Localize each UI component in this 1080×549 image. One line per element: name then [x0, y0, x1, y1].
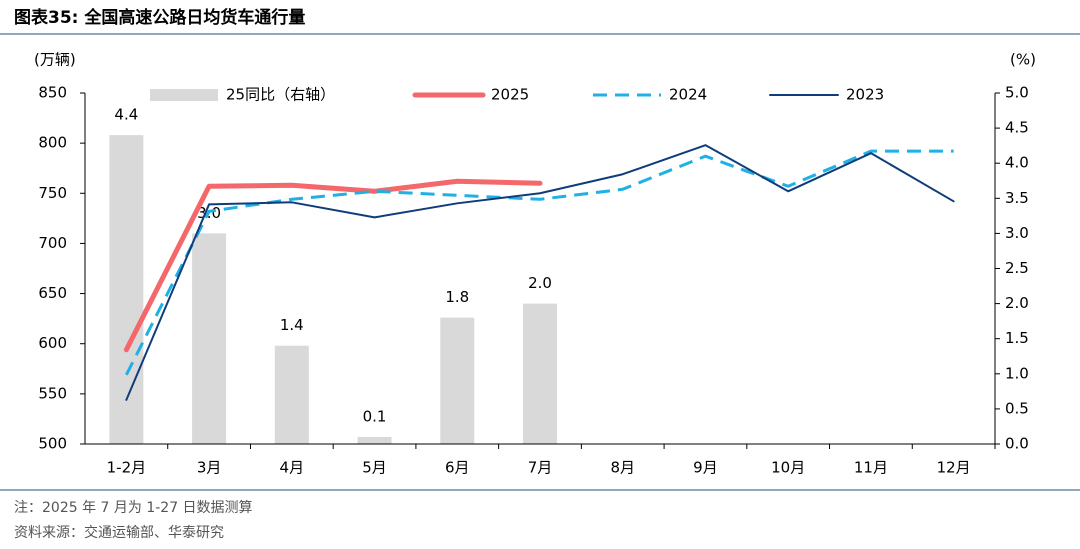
y-tick-label: 600 [38, 334, 67, 352]
y2-tick-label: 3.0 [1005, 224, 1029, 242]
bar [357, 436, 392, 444]
y2-tick-label: 2.5 [1005, 259, 1029, 277]
y2-tick-label: 1.0 [1005, 364, 1029, 382]
x-tick-label: 1-2月 [107, 459, 147, 477]
line-series [125, 144, 955, 401]
bar [440, 317, 475, 444]
bar [109, 135, 144, 444]
y-tick-label: 550 [38, 384, 67, 402]
x-tick-label: 6月 [445, 459, 470, 477]
x-tick-label: 7月 [528, 459, 553, 477]
legend-label: 2023 [846, 86, 884, 104]
y-axis-label: (万辆) [34, 51, 76, 69]
y2-tick-label: 0.0 [1005, 435, 1029, 453]
bar [192, 233, 227, 444]
y2-tick-label: 4.0 [1005, 154, 1029, 172]
x-tick-label: 3月 [197, 459, 222, 477]
x-tick-label: 4月 [280, 459, 305, 477]
bar [523, 303, 557, 444]
chart-title: 图表35: 全国高速公路日均货车通行量 [14, 7, 305, 28]
x-tick-label: 5月 [362, 459, 387, 477]
y2-tick-label: 0.5 [1005, 399, 1029, 417]
note: 注：2025 年 7 月为 1-27 日数据测算 [14, 500, 253, 516]
x-tick-label: 9月 [693, 459, 718, 477]
y-tick-label: 500 [38, 435, 67, 453]
y-tick-label: 750 [38, 184, 67, 202]
line-series [123, 178, 543, 353]
bar [274, 345, 309, 444]
bar-value-label: 1.8 [445, 288, 469, 306]
y2-tick-label: 1.5 [1005, 329, 1029, 347]
x-tick-label: 11月 [854, 459, 888, 477]
legend-label: 2024 [669, 86, 707, 104]
y2-tick-label: 2.0 [1005, 294, 1029, 312]
bar-value-label: 4.4 [114, 106, 138, 124]
bar-value-label: 0.1 [363, 407, 387, 425]
source: 资料来源：交通运输部、华泰研究 [14, 524, 224, 541]
y-tick-label: 800 [38, 134, 67, 152]
legend-label: 25同比（右轴） [226, 86, 335, 104]
y-tick-label: 850 [38, 84, 67, 102]
y2-tick-label: 5.0 [1005, 84, 1029, 102]
bar-value-label: 1.4 [280, 316, 304, 334]
legend-label: 2025 [491, 86, 529, 104]
y2-tick-label: 3.5 [1005, 189, 1029, 207]
line-series [125, 149, 954, 376]
x-tick-label: 8月 [610, 459, 635, 477]
legend-swatch [150, 89, 218, 101]
x-tick-label: 10月 [771, 459, 805, 477]
y-tick-label: 700 [38, 234, 67, 252]
y-tick-label: 650 [38, 284, 67, 302]
x-tick-label: 12月 [937, 459, 971, 477]
bar-value-label: 2.0 [528, 274, 552, 292]
y2-tick-label: 4.5 [1005, 119, 1029, 137]
y2-axis-label: (%) [1010, 51, 1036, 69]
